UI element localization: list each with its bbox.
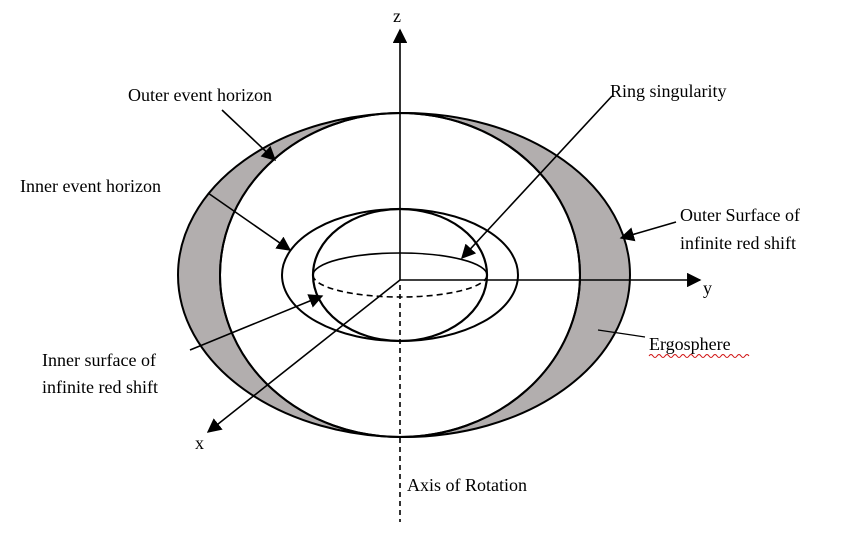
inner-surface-label-line1: Inner surface of [42,350,156,370]
z-axis-label: z [393,6,401,26]
ergosphere-region [176,112,632,438]
spellcheck-squiggle [648,354,750,358]
inner-surface-label-line2: infinite red shift [42,377,158,397]
outer-surface-arrow [619,221,677,242]
outer-event-horizon-label: Outer event horizon [128,85,272,105]
x-axis-label: x [195,433,204,453]
inner-surface-arrow [189,294,324,351]
outer-surface-label-line2: infinite red shift [680,233,796,253]
axis-of-rotation-label: Axis of Rotation [407,475,527,495]
inner-event-horizon-label: Inner event horizon [20,176,161,196]
inner-event-horizon-arrow [207,192,292,251]
ring-singularity-label: Ring singularity [610,81,727,101]
x-axis-line [206,279,401,433]
outer-surface-label-line1: Outer Surface of [680,205,800,225]
outer-event-horizon-arrow [221,109,277,161]
ergosphere-label: Ergosphere [649,334,731,354]
ergosphere-leader [597,329,646,338]
ring-singularity-arrow [461,95,613,260]
y-axis-label: y [703,278,712,298]
